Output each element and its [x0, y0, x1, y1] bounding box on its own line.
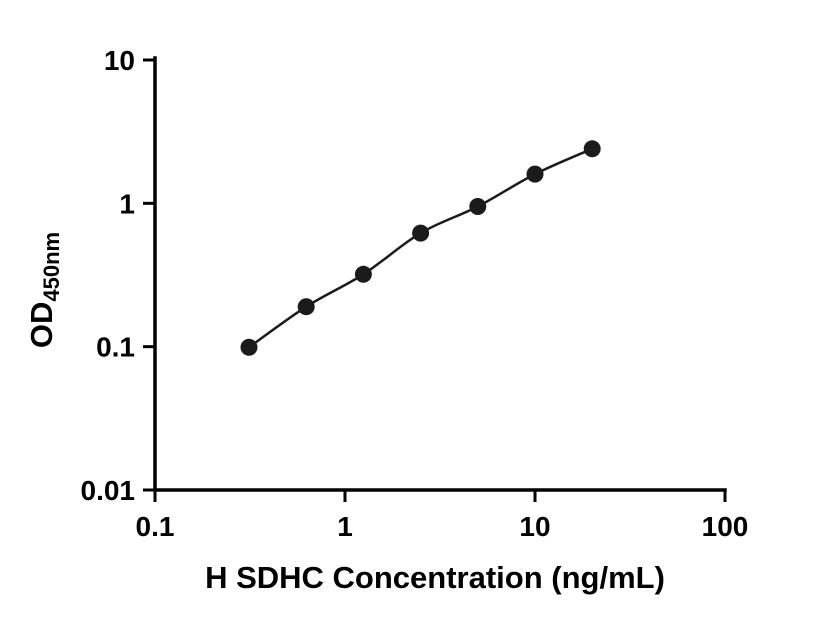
y-tick-label: 1	[119, 188, 135, 219]
data-point	[583, 140, 601, 158]
x-tick-label: 0.1	[136, 511, 175, 542]
y-tick-label: 0.1	[96, 332, 135, 363]
x-axis-title: H SDHC Concentration (ng/mL)	[205, 560, 665, 595]
data-point	[240, 338, 258, 356]
data-point	[526, 165, 544, 183]
data-point	[297, 298, 315, 316]
x-tick-label: 1	[337, 511, 353, 542]
y-axis-title: OD450nm	[24, 232, 64, 348]
y-tick-label: 0.01	[81, 475, 136, 506]
y-tick-label: 10	[104, 45, 135, 76]
data-point	[412, 224, 430, 242]
data-point	[354, 265, 372, 283]
x-tick-label: 100	[702, 511, 749, 542]
data-point	[469, 198, 487, 215]
x-tick-label: 10	[519, 511, 550, 542]
